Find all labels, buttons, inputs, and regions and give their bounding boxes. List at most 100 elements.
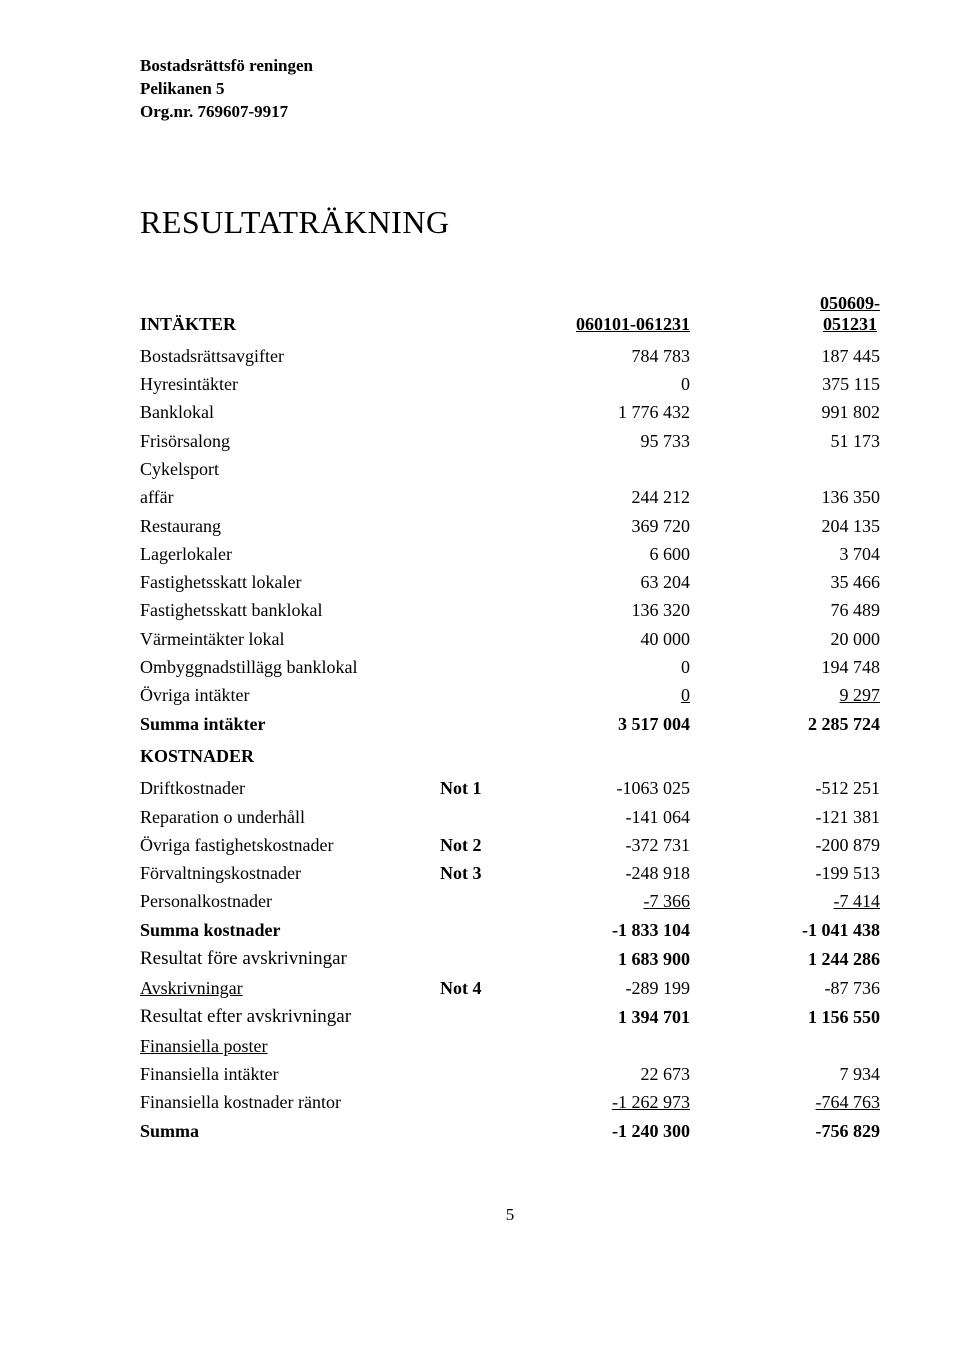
- table-row: Finansiella kostnader räntor-1 262 973-7…: [140, 1088, 880, 1116]
- col-header-label: INTÄKTER: [140, 291, 440, 338]
- table-row: Hyresintäkter0375 115: [140, 370, 880, 398]
- row-label: Hyresintäkter: [140, 370, 440, 398]
- row-c1: 40 000: [510, 625, 690, 653]
- result-after-dep-c2: 1 156 550: [690, 1002, 880, 1032]
- result-after-dep-row: Resultat efter avskrivningar 1 394 701 1…: [140, 1002, 880, 1032]
- row-note: [440, 887, 510, 915]
- row-note: [440, 803, 510, 831]
- row-c2: -512 251: [690, 774, 880, 802]
- table-row: Fastighetsskatt banklokal136 32076 489: [140, 596, 880, 624]
- depreciation-c1: -289 199: [510, 974, 690, 1002]
- column-header-row: INTÄKTER 060101-061231 050609- 051231: [140, 291, 880, 338]
- row-label: Ombyggnadstillägg banklokal: [140, 653, 440, 681]
- row-label: Banklokal: [140, 398, 440, 426]
- costs-header: KOSTNADER: [140, 742, 440, 770]
- cost-total-c1: -1 833 104: [510, 916, 690, 944]
- org-line-3: Org.nr. 769607-9917: [140, 101, 880, 124]
- row-c2: 194 748: [690, 653, 880, 681]
- row-c2: -764 763: [690, 1088, 880, 1116]
- row-label: Restaurang: [140, 512, 440, 540]
- result-before-dep-label: Resultat före avskrivningar: [140, 944, 440, 974]
- row-c2: 76 489: [690, 596, 880, 624]
- row-c1: 0: [510, 681, 690, 709]
- table-row: Fastighetsskatt lokaler 63 20435 466: [140, 568, 880, 596]
- table-row: DriftkostnaderNot 1-1063 025-512 251: [140, 774, 880, 802]
- row-label: affär: [140, 483, 440, 511]
- row-c1: -372 731: [510, 831, 690, 859]
- row-c2: 991 802: [690, 398, 880, 426]
- row-c2: [690, 455, 880, 483]
- depreciation-label: Avskrivningar: [140, 974, 440, 1002]
- cost-total-row: Summa kostnader -1 833 104 -1 041 438: [140, 916, 880, 944]
- result-before-dep-row: Resultat före avskrivningar 1 683 900 1 …: [140, 944, 880, 974]
- depreciation-note: Not 4: [440, 974, 510, 1002]
- row-label: Finansiella intäkter: [140, 1060, 440, 1088]
- cost-total-c2: -1 041 438: [690, 916, 880, 944]
- income-total-label: Summa intäkter: [140, 710, 440, 738]
- org-line-1: Bostadsrättsfö reningen: [140, 55, 880, 78]
- fin-total-label: Summa: [140, 1117, 440, 1145]
- row-label: Personalkostnader: [140, 887, 440, 915]
- income-total-c2: 2 285 724: [690, 710, 880, 738]
- row-c1: 22 673: [510, 1060, 690, 1088]
- row-c2: 7 934: [690, 1060, 880, 1088]
- result-before-dep-c1: 1 683 900: [510, 944, 690, 974]
- result-after-dep-c1: 1 394 701: [510, 1002, 690, 1032]
- table-row: FörvaltningskostnaderNot 3-248 918-199 5…: [140, 859, 880, 887]
- row-c1: -1063 025: [510, 774, 690, 802]
- row-label: Reparation o underhåll: [140, 803, 440, 831]
- row-c1: 6 600: [510, 540, 690, 568]
- cost-total-label: Summa kostnader: [140, 916, 440, 944]
- row-note: Not 1: [440, 774, 510, 802]
- row-label: Övriga intäkter: [140, 681, 440, 709]
- row-label: Förvaltningskostnader: [140, 859, 440, 887]
- col-header-period2: 050609- 051231: [690, 291, 880, 338]
- row-note: Not 2: [440, 831, 510, 859]
- table-row: Restaurang369 720204 135: [140, 512, 880, 540]
- row-c2: 35 466: [690, 568, 880, 596]
- row-label: Cykelsport: [140, 455, 440, 483]
- row-c1: [510, 455, 690, 483]
- row-label: Fastighetsskatt lokaler: [140, 568, 440, 596]
- row-c2: -200 879: [690, 831, 880, 859]
- row-c2: 51 173: [690, 427, 880, 455]
- row-c2: -199 513: [690, 859, 880, 887]
- row-c1: 784 783: [510, 342, 690, 370]
- row-c2: 375 115: [690, 370, 880, 398]
- row-c1: -248 918: [510, 859, 690, 887]
- table-row: Bostadsrättsavgifter784 783187 445: [140, 342, 880, 370]
- table-row: Banklokal1 776 432991 802: [140, 398, 880, 426]
- depreciation-row: Avskrivningar Not 4 -289 199 -87 736: [140, 974, 880, 1002]
- row-c2: 9 297: [690, 681, 880, 709]
- row-c2: 136 350: [690, 483, 880, 511]
- page-title: RESULTATRÄKNING: [140, 204, 880, 241]
- table-row: Värmeintäkter lokal40 00020 000: [140, 625, 880, 653]
- org-line-2: Pelikanen 5: [140, 78, 880, 101]
- row-c1: 63 204: [510, 568, 690, 596]
- table-row: Övriga intäkter 09 297: [140, 681, 880, 709]
- row-label: Frisörsalong: [140, 427, 440, 455]
- table-row: Lagerlokaler6 6003 704: [140, 540, 880, 568]
- costs-header-row: KOSTNADER: [140, 742, 880, 770]
- result-after-dep-label: Resultat efter avskrivningar: [140, 1002, 440, 1032]
- income-total-c1: 3 517 004: [510, 710, 690, 738]
- row-label: Övriga fastighetskostnader: [140, 831, 440, 859]
- table-row: Ombyggnadstillägg banklokal0194 748: [140, 653, 880, 681]
- table-row: Frisörsalong 95 73351 173: [140, 427, 880, 455]
- row-label: Bostadsrättsavgifter: [140, 342, 440, 370]
- row-label: Värmeintäkter lokal: [140, 625, 440, 653]
- income-total-row: Summa intäkter 3 517 004 2 285 724: [140, 710, 880, 738]
- row-c1: 369 720: [510, 512, 690, 540]
- row-label: Driftkostnader: [140, 774, 440, 802]
- row-c2: 3 704: [690, 540, 880, 568]
- col-header-period1: 060101-061231: [510, 291, 690, 338]
- fin-total-row: Summa -1 240 300 -756 829: [140, 1117, 880, 1145]
- fin-total-c2: -756 829: [690, 1117, 880, 1145]
- row-c1: 95 733: [510, 427, 690, 455]
- fin-total-c1: -1 240 300: [510, 1117, 690, 1145]
- col-header-period2-bottom: 051231: [823, 314, 877, 334]
- table-row: Reparation o underhåll-141 064-121 381: [140, 803, 880, 831]
- document-page: Bostadsrättsfö reningen Pelikanen 5 Org.…: [0, 0, 960, 1353]
- row-label: Finansiella kostnader räntor: [140, 1088, 440, 1116]
- table-row: affär244 212136 350: [140, 483, 880, 511]
